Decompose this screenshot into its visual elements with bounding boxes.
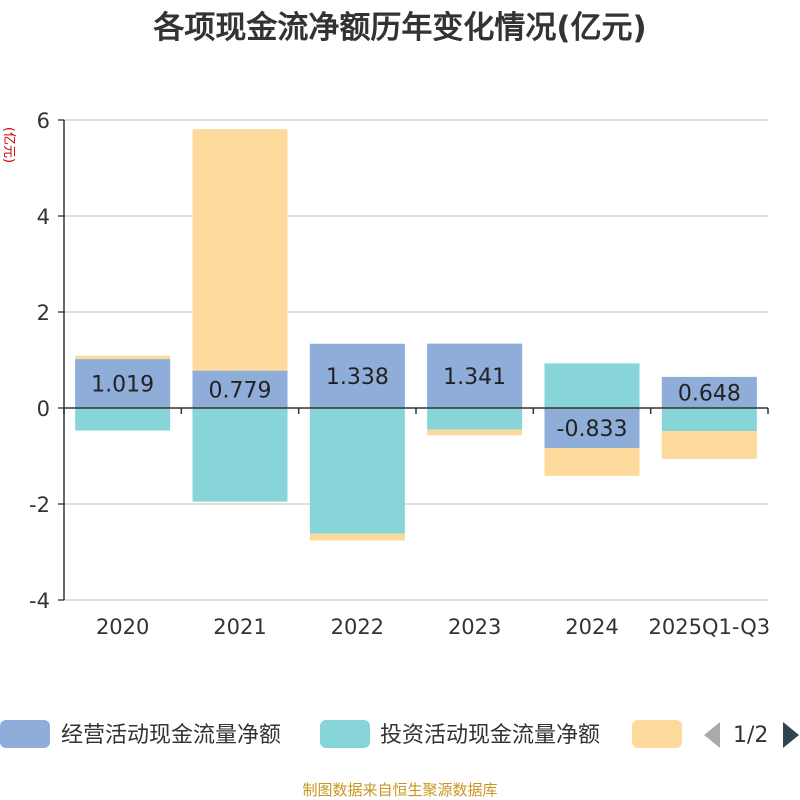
- bar-operating[interactable]: [661, 376, 757, 408]
- bar-investing[interactable]: [75, 408, 171, 431]
- bar-investing[interactable]: [544, 363, 640, 408]
- legend-prev-icon[interactable]: [704, 722, 720, 748]
- chart-title: 各项现金流净额历年变化情况(亿元): [152, 10, 646, 46]
- bar-investing[interactable]: [661, 408, 757, 432]
- x-tick-label: 2021: [213, 615, 266, 639]
- x-tick-label: 2024: [565, 615, 618, 639]
- legend-item-investing[interactable]: 投资活动现金流量净额: [320, 720, 600, 748]
- y-tick-label: -4: [29, 589, 50, 613]
- y-tick-label: 6: [37, 109, 50, 133]
- bar-third[interactable]: [544, 447, 640, 476]
- bar-operating[interactable]: [427, 343, 523, 408]
- data-label: 1.341: [443, 365, 506, 390]
- bar-investing[interactable]: [427, 408, 523, 430]
- bar-investing[interactable]: [192, 408, 288, 502]
- y-tick-label: 2: [37, 301, 50, 325]
- tick-labels: -4 -2 0 2 4 6 2020 2021 2022 2023 2024 2025Q1-Q3: [29, 109, 770, 639]
- bar-third[interactable]: [75, 355, 171, 360]
- legend-label-operating: 经营活动现金流量净额: [61, 723, 281, 748]
- data-label: 0.779: [209, 378, 272, 403]
- y-axis-unit: (亿元): [1, 127, 16, 163]
- bar-operating[interactable]: [75, 359, 171, 408]
- data-label: 0.648: [678, 381, 741, 406]
- bar-operating[interactable]: [544, 408, 640, 448]
- bar-third[interactable]: [309, 533, 405, 541]
- bar-operating[interactable]: [192, 370, 288, 408]
- bar-third[interactable]: [427, 429, 523, 436]
- x-tick-label: 2025Q1-Q3: [649, 615, 771, 639]
- x-tick-label: 2020: [96, 615, 149, 639]
- x-tick-label: 2022: [331, 615, 384, 639]
- legend-swatch-operating: [0, 720, 50, 748]
- legend-next-icon[interactable]: [783, 722, 799, 748]
- legend-label-investing: 投资活动现金流量净额: [380, 723, 600, 748]
- data-labels: 1.019 0.779 1.338 1.341 -0.833 0.648: [91, 365, 741, 442]
- x-tick-label: 2023: [448, 615, 501, 639]
- data-label: 1.338: [326, 365, 389, 390]
- bar-investing[interactable]: [309, 408, 405, 534]
- legend: 经营活动现金流量净额 投资活动现金流量净额 1/2: [0, 720, 799, 748]
- legend-page-indicator: 1/2: [733, 723, 768, 748]
- bar-operating[interactable]: [309, 343, 405, 408]
- data-label: -0.833: [557, 417, 628, 442]
- y-tick-label: 4: [37, 205, 50, 229]
- bars: [75, 129, 757, 541]
- legend-item-third[interactable]: [632, 720, 682, 748]
- grid-lines: [58, 119, 768, 601]
- legend-swatch-investing: [320, 720, 370, 748]
- bar-third[interactable]: [661, 431, 757, 459]
- source-note: 制图数据来自恒生聚源数据库: [302, 781, 497, 799]
- legend-swatch-third: [632, 720, 682, 748]
- y-tick-label: 0: [37, 397, 50, 421]
- data-label: 1.019: [91, 373, 154, 398]
- y-tick-label: -2: [29, 493, 50, 517]
- legend-item-operating[interactable]: 经营活动现金流量净额: [0, 720, 281, 748]
- axes: [63, 120, 769, 600]
- bar-third[interactable]: [192, 129, 288, 371]
